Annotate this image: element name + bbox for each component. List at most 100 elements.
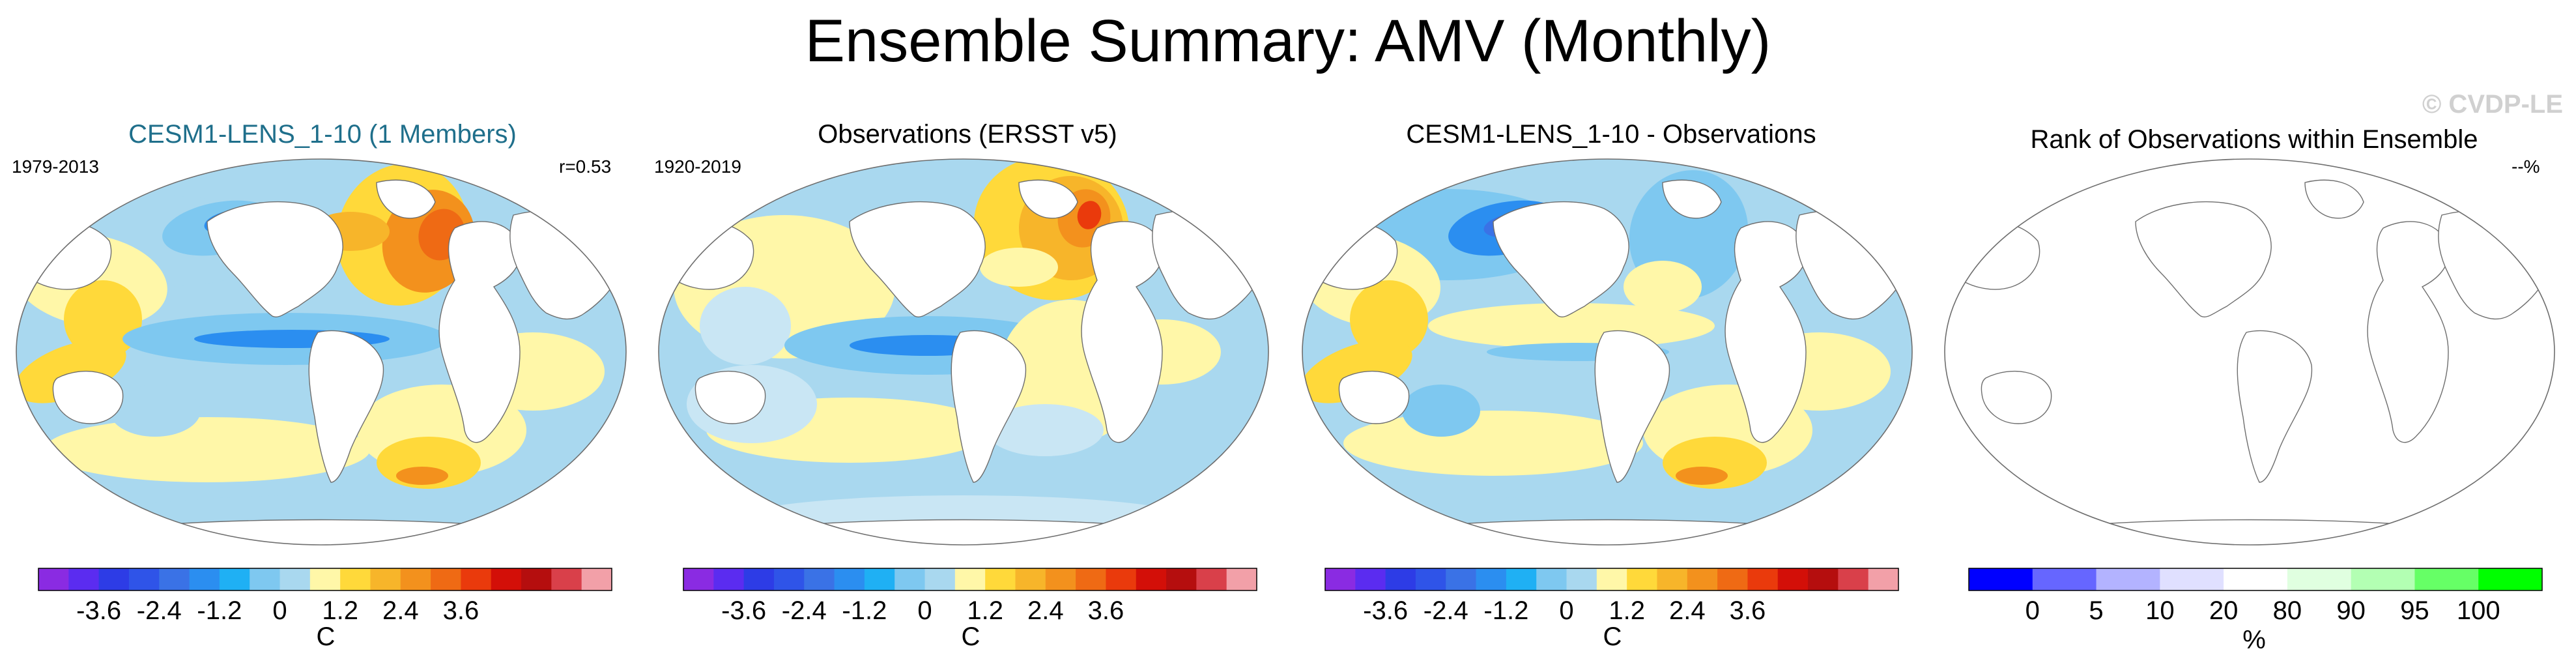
land-mass <box>1981 370 2052 424</box>
colorbar-swatch <box>683 568 714 590</box>
colorbar-tick-label: 1.2 <box>967 596 1003 625</box>
colorbar-swatch <box>1196 568 1227 590</box>
colorbar-swatch <box>1355 568 1386 590</box>
land-mass <box>951 330 1027 483</box>
colorbar-swatch <box>309 568 341 590</box>
land-mass <box>1302 220 1398 290</box>
colorbar-swatch <box>1717 568 1748 590</box>
land-mass <box>1362 519 1852 545</box>
colorbar-swatch <box>1446 568 1477 590</box>
colorbar-swatch <box>68 568 100 590</box>
colorbar-swatch <box>1015 568 1046 590</box>
colorbar-swatch <box>1106 568 1137 590</box>
colorbar-tick-label: 2.4 <box>382 596 419 625</box>
colorbar-swatch <box>128 568 160 590</box>
land-mass <box>376 179 436 219</box>
colorbar-tick-label: -2.4 <box>782 596 827 625</box>
colorbar-swatch <box>1747 568 1779 590</box>
panel-2-title: Observations (ERSST v5) <box>818 120 1117 149</box>
sst-anomaly-region <box>1624 261 1702 313</box>
map-border <box>1944 158 2555 546</box>
colorbar-tick-label: 3.6 <box>1730 596 1766 625</box>
colorbar-swatch <box>713 568 745 590</box>
colorbar-tick-label: 5 <box>2089 596 2103 625</box>
colorbar-swatch <box>1687 568 1718 590</box>
colorbar-swatch <box>1969 568 2033 590</box>
colorbar-swatch <box>1226 568 1257 590</box>
colorbar-swatch <box>1838 568 1869 590</box>
land-mass <box>849 201 986 317</box>
colorbar-swatch <box>1476 568 1507 590</box>
panel-4-title: Rank of Observations within Ensemble <box>2030 125 2478 154</box>
colorbar-swatch <box>773 568 805 590</box>
colorbar-swatch <box>279 568 311 590</box>
colorbar-swatch <box>219 568 250 590</box>
colorbar-swatch <box>1325 568 1356 590</box>
colorbar-swatch <box>491 568 522 590</box>
land-mass <box>719 519 1209 545</box>
colorbar-swatch <box>581 568 612 590</box>
colorbar-tick-label: 1.2 <box>1609 596 1645 625</box>
colorbar-tick-label: 1.2 <box>322 596 358 625</box>
panel-3-unit: C <box>1603 622 1622 651</box>
colorbar-swatch <box>1596 568 1627 590</box>
sst-anomaly-region <box>1077 201 1102 229</box>
panel-1-correlation: r=0.53 <box>559 156 612 177</box>
colorbar-swatch <box>1045 568 1076 590</box>
land-mass <box>16 220 112 290</box>
panel-4-colorbar: 0 5 10 20 80 90 95 100 <box>1968 568 2543 625</box>
watermark: © CVDP-LE <box>2422 90 2563 119</box>
colorbar-swatch <box>1566 568 1597 590</box>
colorbar-swatch <box>985 568 1016 590</box>
colorbar-swatch <box>1415 568 1446 590</box>
map-border <box>16 158 627 546</box>
panel-2-period: 1920-2019 <box>654 156 741 177</box>
panel-3-map <box>1302 158 1913 546</box>
colorbar-tick-label: -1.2 <box>1483 596 1528 625</box>
panel-2-colorbar: -3.6 -2.4 -1.2 0 1.2 2.4 3.6 <box>683 568 1257 625</box>
colorbar-swatch <box>98 568 130 590</box>
colorbar-tick-label: 0 <box>917 596 932 625</box>
panel-1-period: 1979-2013 <box>12 156 99 177</box>
colorbar-swatch <box>400 568 431 590</box>
colorbar-tick-label: -1.2 <box>197 596 242 625</box>
colorbar-swatch <box>894 568 926 590</box>
colorbar-tick-label: 0 <box>2025 596 2040 625</box>
land-mass <box>207 201 343 317</box>
map-border <box>1302 158 1913 546</box>
sst-anomaly-region <box>1302 340 1412 403</box>
colorbar-swatch <box>2351 568 2415 590</box>
colorbar-tick-label: 2.4 <box>1027 596 1064 625</box>
colorbar-tick-label: -3.6 <box>76 596 121 625</box>
colorbar-swatch <box>1777 568 1809 590</box>
colorbar-tick-label: 0 <box>272 596 287 625</box>
colorbar-swatch <box>2096 568 2160 590</box>
colorbar-frame <box>683 568 1257 591</box>
colorbar-tick-label: 100 <box>2457 596 2500 625</box>
colorbar-tick-label: -2.4 <box>137 596 182 625</box>
colorbar-tick-label: 3.6 <box>1088 596 1124 625</box>
colorbar-tick-label: 3.6 <box>443 596 479 625</box>
colorbar-tick-label: -3.6 <box>1363 596 1408 625</box>
colorbar-swatch <box>743 568 775 590</box>
colorbar-swatch <box>2478 568 2543 590</box>
land-mass <box>1493 201 1629 317</box>
land-mass <box>308 330 384 483</box>
sst-anomaly-region <box>1676 467 1728 485</box>
land-mass <box>1018 179 1078 219</box>
colorbar-tick-label: 90 <box>2336 596 2366 625</box>
panel-1-colorbar: -3.6 -2.4 -1.2 0 1.2 2.4 3.6 <box>38 568 612 625</box>
colorbar-tick-label: -3.6 <box>721 596 766 625</box>
colorbar-frame <box>38 568 612 591</box>
land-mass <box>1945 220 2040 290</box>
colorbar-swatch <box>38 568 69 590</box>
colorbar-swatch <box>189 568 220 590</box>
panel-2-map <box>658 158 1269 546</box>
colorbar-swatch <box>2032 568 2097 590</box>
colorbar-tick-label: 80 <box>2273 596 2302 625</box>
map-border <box>658 158 1269 546</box>
figure-title: Ensemble Summary: AMV (Monthly) <box>805 8 1771 74</box>
panel-3-title: CESM1-LENS_1-10 - Observations <box>1406 120 1816 149</box>
colorbar-tick-label: -1.2 <box>842 596 887 625</box>
colorbar-swatch <box>2414 568 2479 590</box>
